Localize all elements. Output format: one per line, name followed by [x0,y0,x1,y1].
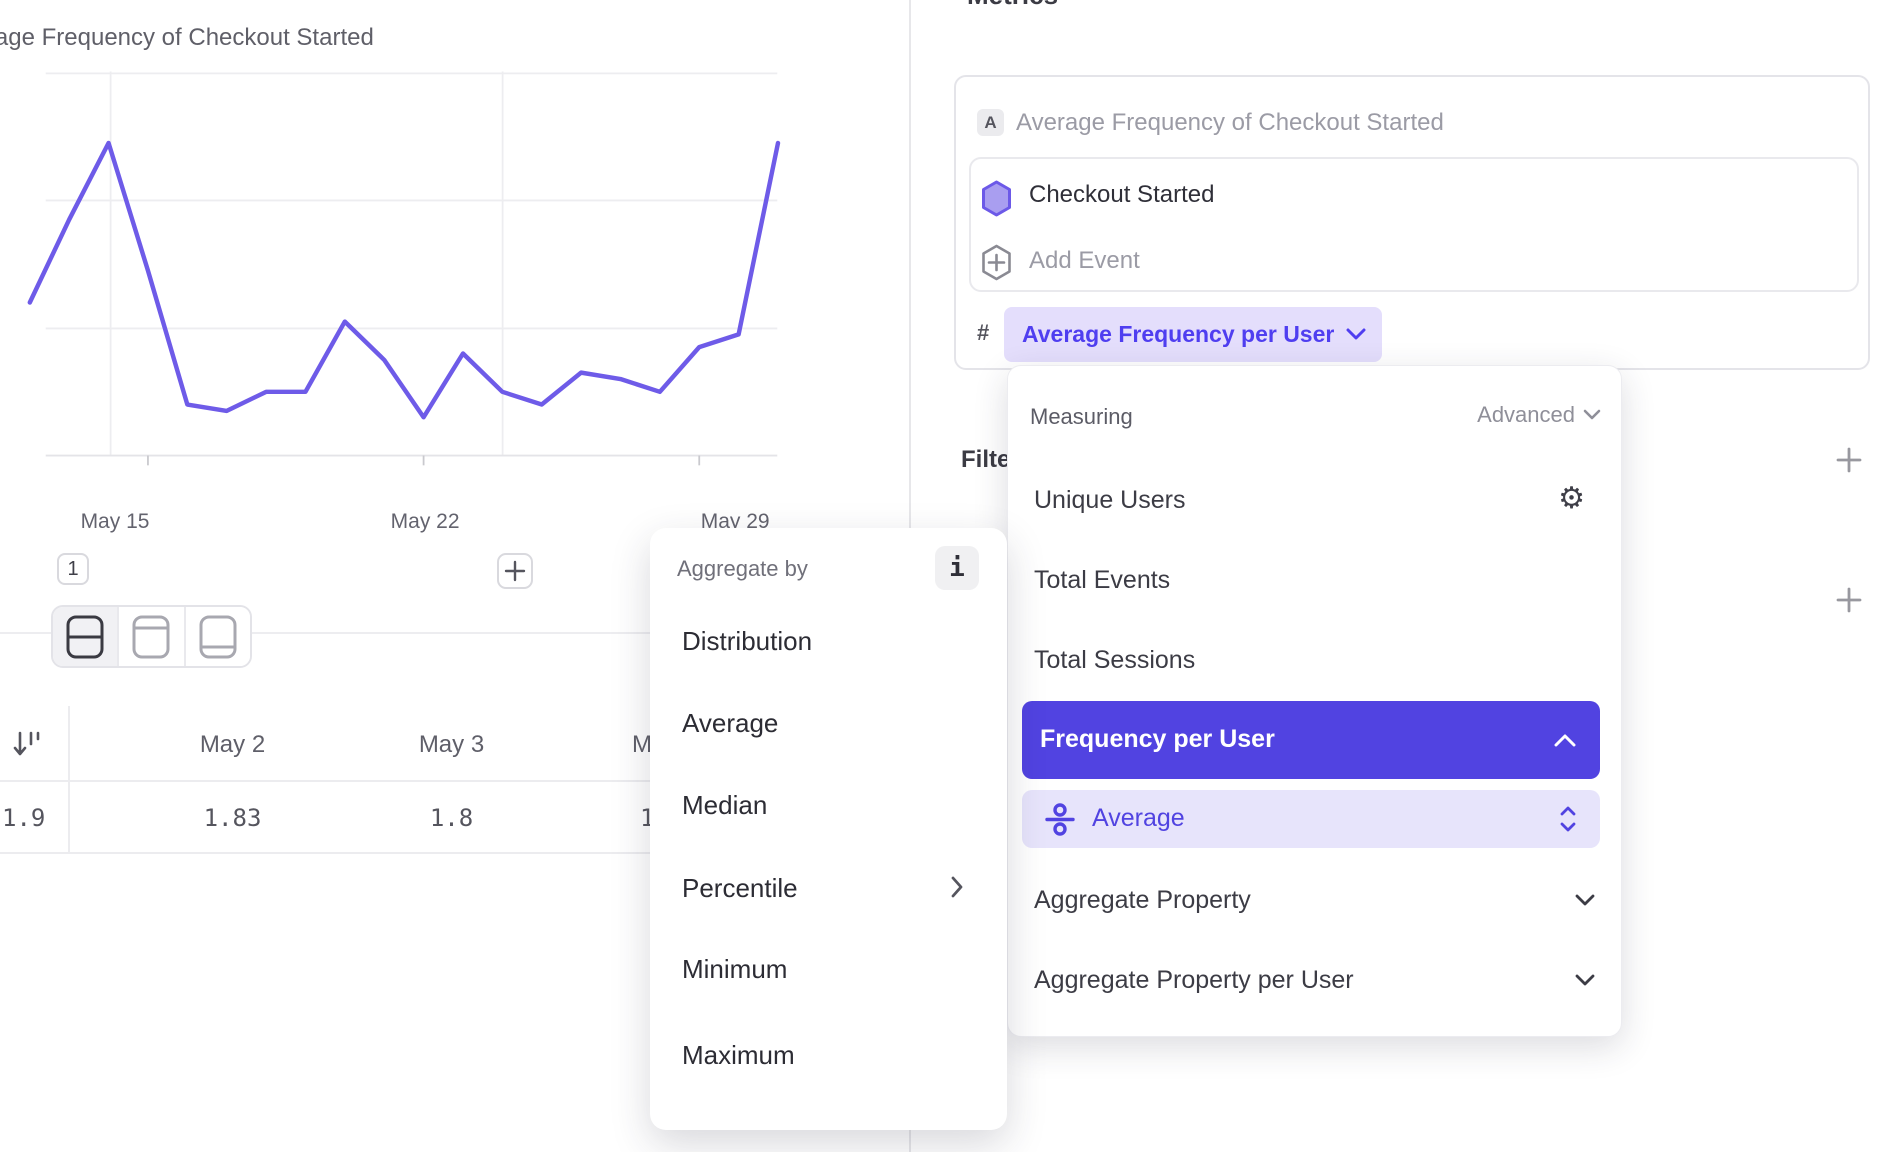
event-card: Checkout Started Add Event [969,157,1859,292]
aggregate-item-maximum[interactable]: Maximum [682,1040,795,1070]
table-cell: 1.8 [429,804,474,832]
x-axis-tick-label: May 22 [390,510,460,533]
up-down-chevrons-icon [1560,806,1576,832]
plus-icon [1836,447,1862,473]
aggregate-item-minimum[interactable]: Minimum [682,954,788,984]
gear-icon[interactable]: ⚙ [1558,481,1585,516]
table-cell: 1.83 [203,804,262,832]
chevron-right-icon [951,876,963,898]
layout-view-segmented-control [51,605,252,668]
measuring-dropdown-menu: Measuring Advanced Unique Users ⚙ Total … [1007,365,1622,1037]
layout-split-middle-button[interactable] [53,607,118,666]
chevron-down-icon [1583,409,1601,420]
chevron-down-icon [1346,328,1366,340]
table-header-cell[interactable]: May 2 [199,731,266,758]
aggregate-item-distribution[interactable]: Distribution [682,626,813,656]
table-header-border [0,780,880,782]
table-header-cell[interactable]: May 3 [418,731,485,758]
sort-descending-icon[interactable] [12,728,40,760]
aggregate-item-average[interactable]: Average [682,708,779,738]
vertical-gridlines [109,71,504,456]
metrics-section-heading: Metrics [967,0,1058,11]
event-name[interactable]: Checkout Started [1029,181,1215,208]
menu-item-total-events[interactable]: Total Events [1034,566,1171,594]
report-builder-pane: Metrics A Average Frequency of Checkout … [909,0,1898,1152]
section-divider [0,632,880,634]
add-event-button[interactable]: Add Event [1029,247,1140,274]
plus-icon [504,560,526,582]
x-axis-ticks [147,455,701,466]
aggregate-item-median[interactable]: Median [682,790,768,820]
average-divide-icon [1045,803,1075,836]
table-cell-partial: 1.9 [2,804,46,832]
advanced-label: Advanced [1477,402,1575,427]
x-axis-tick-label: May 15 [80,510,150,533]
chevron-up-icon [1554,734,1576,747]
line-series [27,140,781,420]
aggregate-item-percentile[interactable]: Percentile [682,873,798,903]
measuring-label: Measuring [1030,404,1133,429]
add-breakdown-button[interactable] [1829,580,1869,620]
chevron-down-icon [1575,894,1595,906]
add-event-hexagon-icon[interactable] [981,244,1012,281]
table-row-border [0,852,880,854]
advanced-mode-toggle[interactable]: Advanced [1477,402,1601,428]
menu-item-unique-users[interactable]: Unique Users [1034,486,1186,514]
selected-item-label: Frequency per User [1040,725,1275,753]
metric-card: A Average Frequency of Checkout Started … [954,75,1870,370]
split-top-icon [132,615,170,658]
aggregate-by-popup-menu: Aggregate by i Distribution Average Medi… [650,528,1007,1130]
x-axis-tick-label: May 29 [700,510,770,533]
metric-letter-badge: A [977,109,1004,136]
menu-item-aggregate-property[interactable]: Aggregate Property [1034,886,1251,914]
add-button[interactable] [497,553,533,589]
chart-title: Average Frequency of Checkout Started [0,24,374,51]
layout-split-top-button[interactable] [117,607,184,666]
info-icon[interactable]: i [935,546,979,590]
table-header-cell-partial[interactable]: M [632,731,652,758]
menu-item-aggregate-property-per-user[interactable]: Aggregate Property per User [1034,966,1354,994]
add-filter-button[interactable] [1829,440,1869,480]
split-bottom-icon [199,615,237,658]
chevron-down-icon [1575,974,1595,986]
menu-item-total-sessions[interactable]: Total Sessions [1034,646,1196,674]
horizontal-gridlines [45,72,778,330]
metric-name-input[interactable]: Average Frequency of Checkout Started [1016,109,1444,136]
sub-selected-label: Average [1092,804,1185,832]
aggregate-by-label: Aggregate by [677,556,808,581]
frequency-line-chart [27,71,781,466]
menu-subitem-average-selected[interactable]: Average [1022,790,1600,848]
layout-split-bottom-button[interactable] [183,607,250,666]
aggregation-label: Average Frequency per User [1022,321,1335,347]
plus-icon [1836,587,1862,613]
aggregation-dropdown-pill[interactable]: Average Frequency per User [1004,307,1383,362]
event-hexagon-icon [982,180,1011,217]
split-middle-icon [66,615,104,658]
numeric-aggregation-prefix: # [977,320,990,345]
series-count-badge[interactable]: 1 [57,553,89,585]
menu-item-frequency-per-user-selected[interactable]: Frequency per User [1022,701,1600,779]
